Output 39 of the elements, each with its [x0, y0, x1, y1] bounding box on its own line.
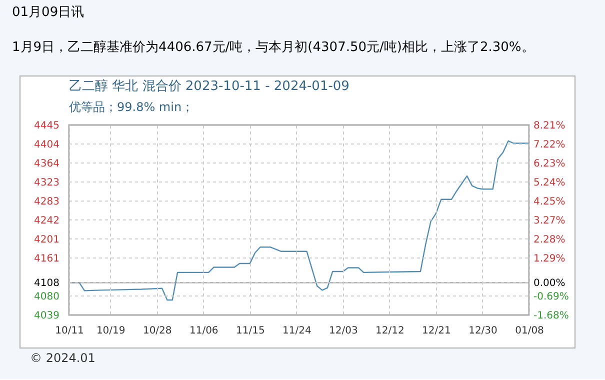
- y-tick-label: 4108: [34, 278, 60, 290]
- y2-tick-label: 3.27%: [534, 215, 566, 226]
- x-tick-label: 12/21: [422, 326, 451, 336]
- y2-tick-label: -0.69%: [534, 291, 569, 302]
- y-tick-label: 4445: [34, 120, 60, 132]
- y-tick-label: 4161: [34, 253, 60, 264]
- y2-tick-label: 0.00%: [534, 278, 566, 290]
- x-tick-label: 11/06: [189, 326, 218, 336]
- text: 优等品；99.8% min；: [69, 100, 194, 114]
- y2-tick-label: 4.25%: [534, 196, 566, 208]
- text: 乙二醇 华北 混合价 2023-10-11 - 2024-01-09: [69, 79, 350, 94]
- y-tick-label: 4364: [34, 158, 60, 170]
- y-tick-label: 4323: [34, 178, 60, 189]
- text: © 2024.01: [30, 351, 96, 365]
- chart-subtitle: 1月9日，乙二醇基准价为4406.67元/吨，与本月初(4307.50元/吨)相比，上涨了2.30%。: [12, 40, 534, 55]
- y-tick-label: 4080: [34, 291, 60, 302]
- x-tick-label: 12/30: [468, 326, 498, 336]
- x-tick-label: 10/28: [142, 326, 172, 336]
- x-tick-label: 10/11: [55, 326, 84, 336]
- x-tick-label: 10/19: [96, 326, 126, 336]
- y-tick-label: 4201: [34, 234, 60, 246]
- y2-tick-label: 8.21%: [534, 120, 566, 132]
- y2-tick-label: 7.22%: [534, 140, 566, 151]
- y2-tick-label: -1.68%: [534, 310, 569, 322]
- y-tick-label: 4039: [34, 310, 60, 322]
- x-tick-label: 11/24: [282, 326, 312, 336]
- chart-title: 01月09日讯: [12, 5, 84, 20]
- y2-tick-label: 6.23%: [534, 158, 566, 170]
- y2-tick-label: 5.24%: [534, 178, 566, 189]
- y-tick-label: 4242: [34, 216, 60, 226]
- x-tick-label: 12/12: [376, 326, 404, 336]
- y2-tick-label: 2.28%: [534, 234, 566, 246]
- line-series: [68, 140, 530, 301]
- x-tick-label: 12/03: [329, 326, 358, 336]
- y-tick-label: 4283: [34, 196, 60, 208]
- y-tick-label: 4404: [34, 140, 60, 151]
- y2-tick-label: 1.29%: [534, 253, 566, 264]
- x-tick-label: 01/08: [515, 326, 544, 336]
- x-tick-label: 11/15: [236, 326, 265, 336]
